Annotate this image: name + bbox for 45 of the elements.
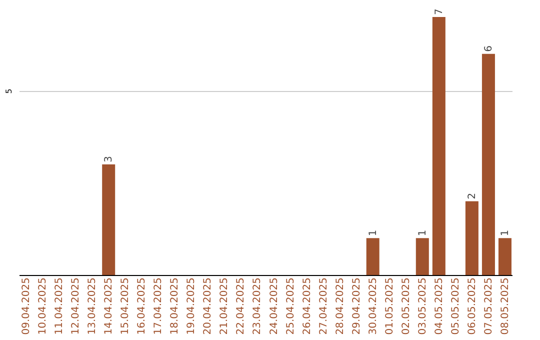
bar xyxy=(416,238,429,275)
x-tick-label: 10.04.2025 xyxy=(38,278,49,335)
data-label: 6 xyxy=(483,45,494,52)
data-label: 1 xyxy=(500,230,511,236)
data-label: 7 xyxy=(434,8,445,15)
bar xyxy=(366,238,380,275)
x-tick-label: 17.04.2025 xyxy=(153,278,164,335)
x-tick-label: 28.04.2025 xyxy=(334,278,346,335)
bar xyxy=(482,54,495,275)
bar xyxy=(498,238,512,275)
bar xyxy=(102,164,116,275)
x-tick-label: 01.05.2025 xyxy=(384,278,396,335)
data-label: 1 xyxy=(368,230,379,236)
x-tick-label: 04.05.2025 xyxy=(434,278,445,335)
x-tick-label: 18.04.2025 xyxy=(170,278,181,335)
x-tick-label: 21.04.2025 xyxy=(219,278,230,335)
x-tick-label: 30.04.2025 xyxy=(368,278,379,335)
x-tick-label: 15.04.2025 xyxy=(120,278,132,335)
data-label: 2 xyxy=(466,192,478,200)
x-tick-label: 25.04.2025 xyxy=(285,278,296,335)
x-tick-label: 26.04.2025 xyxy=(302,278,313,335)
x-tick-label: 07.05.2025 xyxy=(483,278,494,335)
x-tick-label: 08.05.2025 xyxy=(500,278,511,335)
bar xyxy=(465,201,478,275)
x-tick-label: 16.04.2025 xyxy=(136,278,148,335)
x-tick-label: 02.05.2025 xyxy=(400,278,412,335)
y-tick-label: 5 xyxy=(4,88,14,94)
x-tick-label: 14.04.2025 xyxy=(104,278,115,335)
x-tick-label: 29.04.2025 xyxy=(351,278,362,335)
x-tick-label: 24.04.2025 xyxy=(268,278,280,335)
x-tick-label: 20.04.2025 xyxy=(202,278,214,335)
x-tick-label: 23.04.2025 xyxy=(252,278,264,335)
x-tick-label: 05.05.2025 xyxy=(450,278,462,335)
x-tick-label: 13.04.2025 xyxy=(87,278,98,335)
x-tick-label: 03.05.2025 xyxy=(417,278,428,335)
x-tick-label: 11.04.2025 xyxy=(54,278,66,335)
x-tick-label: 09.04.2025 xyxy=(21,278,32,335)
bar xyxy=(432,17,446,275)
data-label: 1 xyxy=(417,230,428,236)
x-tick-label: 19.04.2025 xyxy=(186,278,198,335)
x-tick-label: 27.04.2025 xyxy=(318,278,330,335)
data-label: 3 xyxy=(104,156,115,162)
x-tick-label: 06.05.2025 xyxy=(466,278,478,335)
x-tick-label: 22.04.2025 xyxy=(236,278,247,335)
x-tick-label: 12.04.2025 xyxy=(70,278,82,335)
